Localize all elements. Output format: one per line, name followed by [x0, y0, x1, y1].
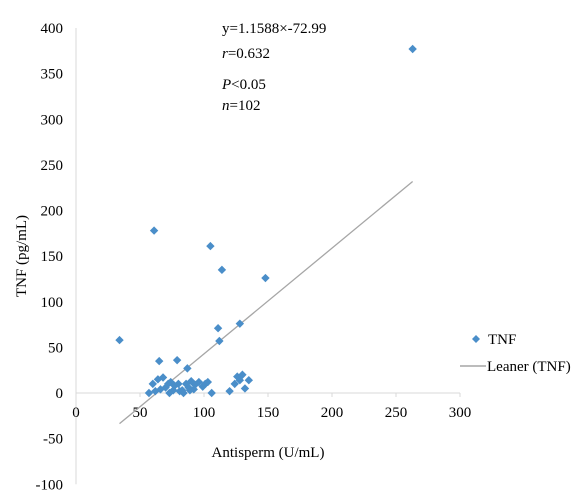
legend-marker-diamond-icon: [472, 335, 480, 343]
x-axis-title: Antisperm (U/mL): [212, 445, 325, 461]
data-point: [149, 226, 159, 235]
data-point: [213, 324, 223, 333]
correlation-value: =0.632: [228, 46, 270, 62]
data-point: [153, 375, 163, 384]
y-tick-label: -50: [43, 432, 63, 448]
data-point: [166, 377, 175, 387]
y-tick-label: 150: [41, 249, 64, 265]
legend-label-tnf: TNF: [488, 332, 516, 348]
sample-size-value: =102: [230, 98, 261, 114]
data-point: [148, 379, 157, 389]
y-tick-label: 300: [41, 112, 64, 128]
data-point: [235, 376, 245, 385]
data-point: [144, 388, 154, 398]
data-point: [151, 386, 160, 396]
data-point: [163, 379, 173, 389]
x-tick-label: 200: [321, 405, 344, 421]
p-value-value: <0.05: [231, 77, 266, 93]
y-tick-label: 200: [41, 204, 64, 220]
x-tick-label: 0: [72, 405, 80, 421]
data-point: [115, 335, 124, 345]
data-point: [261, 273, 270, 283]
data-point: [178, 386, 187, 395]
y-tick-label: 400: [41, 21, 64, 37]
correlation-symbol: r: [222, 46, 228, 62]
data-point: [230, 379, 239, 389]
x-tick-label: 250: [385, 405, 408, 421]
y-tick-label: 50: [48, 340, 63, 356]
legend-item-tnf: TNF: [472, 332, 516, 348]
x-axis: 0 50 100 150 200 250 300: [72, 392, 472, 421]
data-point: [206, 241, 215, 251]
data-point: [183, 364, 192, 373]
data-points-layer: [115, 44, 417, 398]
data-point: [185, 386, 195, 395]
y-tick-label: 100: [41, 295, 64, 311]
data-point: [215, 336, 224, 346]
data-point: [172, 355, 182, 365]
y-tick-label: 250: [41, 158, 64, 174]
data-point: [217, 265, 227, 275]
data-point: [235, 319, 245, 328]
y-tick-label: -100: [36, 477, 64, 492]
y-tick-label: 350: [41, 67, 64, 83]
data-point: [203, 377, 213, 387]
data-point: [240, 384, 250, 393]
x-tick-label: 300: [449, 405, 472, 421]
legend: TNF Leaner (TNF): [460, 332, 571, 375]
data-point: [165, 388, 174, 398]
data-point: [174, 379, 183, 389]
p-value-label: P<0.05: [221, 77, 266, 93]
data-point: [408, 44, 417, 54]
regression-equation: y=1.1588×-72.99: [222, 21, 326, 37]
y-tick-label: 0: [56, 386, 64, 402]
correlation-label: r=0.632: [222, 46, 270, 62]
y-axis: -100 -50 0 50 100 150 200 250 300 350 400: [36, 21, 77, 492]
y-axis-title: TNF (pg/mL): [14, 215, 30, 297]
data-point: [201, 379, 210, 389]
sample-size-label: n=102: [222, 98, 260, 114]
x-tick-label: 150: [257, 405, 280, 421]
data-point: [207, 388, 216, 398]
data-point: [194, 377, 204, 387]
p-value-symbol: P: [221, 77, 231, 93]
data-point: [244, 376, 253, 385]
data-point: [155, 356, 164, 366]
legend-label-trendline: Leaner (TNF): [487, 359, 571, 375]
legend-item-trendline: Leaner (TNF): [460, 359, 571, 375]
data-point: [225, 386, 234, 396]
sample-size-symbol: n: [222, 98, 230, 114]
x-tick-label: 100: [193, 405, 216, 421]
